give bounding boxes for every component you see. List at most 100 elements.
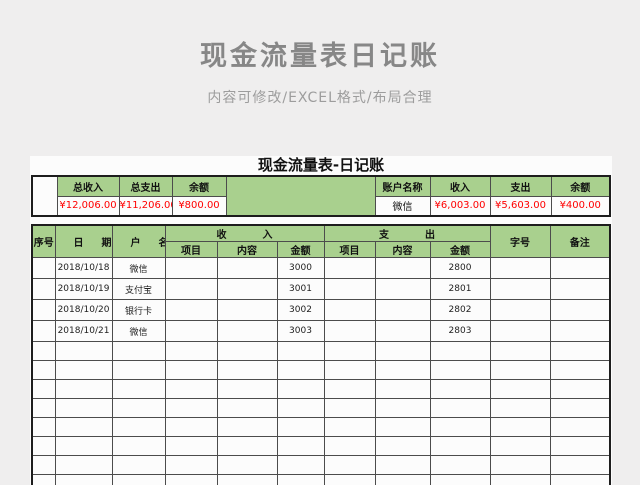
account-balance-header: 余额	[550, 175, 611, 197]
cell-income-amount: 3003	[276, 320, 325, 342]
total-income-header: 总收入	[56, 175, 120, 197]
empty-cell	[489, 436, 551, 456]
empty-cell	[31, 455, 56, 475]
cell-doc-no	[489, 299, 551, 321]
page-subtitle: 内容可修改/EXCEL格式/布局合理	[207, 90, 433, 106]
cell-no	[31, 299, 56, 321]
empty-cell	[323, 455, 376, 475]
empty-cell	[323, 398, 376, 418]
account-balance-value: ¥400.00	[550, 195, 611, 217]
page-title: 现金流量表日记账	[200, 41, 440, 72]
empty-cell	[323, 379, 376, 399]
empty-cell	[374, 398, 431, 418]
cell-income-content	[216, 320, 278, 342]
empty-cell	[164, 360, 218, 380]
empty-cell	[549, 341, 611, 361]
empty-cell	[549, 398, 611, 418]
empty-cell	[429, 436, 491, 456]
cell-date: 2018/10/18	[54, 257, 113, 279]
cell-remark	[549, 299, 611, 321]
cell-income-amount: 3002	[276, 299, 325, 321]
cell-expense-item	[323, 257, 376, 279]
empty-cell	[429, 474, 491, 485]
col-header-doc-no: 字号	[489, 224, 551, 258]
empty-cell	[549, 455, 611, 475]
empty-cell	[429, 341, 491, 361]
cell-income-amount: 3001	[276, 278, 325, 300]
empty-cell	[111, 436, 166, 456]
empty-cell	[31, 436, 56, 456]
empty-cell	[489, 455, 551, 475]
journal-rows: 2018/10/18 微信 3000 2800 2018/10/19 支付宝 3…	[31, 257, 611, 342]
empty-cell	[54, 436, 113, 456]
empty-cell	[323, 341, 376, 361]
expense-content-header: 内容	[374, 241, 431, 258]
empty-cell	[54, 417, 113, 437]
cell-expense-amount: 2803	[429, 320, 491, 342]
cell-date: 2018/10/21	[54, 320, 113, 342]
cell-expense-item	[323, 299, 376, 321]
empty-cell	[549, 417, 611, 437]
income-amount-header: 金额	[276, 241, 325, 258]
empty-row	[31, 417, 611, 437]
empty-cell	[164, 417, 218, 437]
table-gap	[31, 217, 611, 224]
empty-cell	[374, 341, 431, 361]
col-header-date: 日期	[54, 224, 113, 258]
expense-amount-header: 金额	[429, 241, 491, 258]
empty-row	[31, 455, 611, 475]
empty-cell	[276, 341, 325, 361]
col-header-remark: 备注	[549, 224, 611, 258]
expense-item-header: 项目	[323, 241, 376, 258]
empty-cell	[216, 398, 278, 418]
empty-cell	[549, 474, 611, 485]
empty-cell	[54, 474, 113, 485]
empty-cell	[111, 474, 166, 485]
cell-income-item	[164, 278, 218, 300]
empty-cell	[31, 341, 56, 361]
empty-row	[31, 360, 611, 380]
empty-cell	[164, 455, 218, 475]
cell-doc-no	[489, 257, 551, 279]
empty-cell	[549, 379, 611, 399]
cell-remark	[549, 257, 611, 279]
empty-cell	[164, 436, 218, 456]
cell-expense-amount: 2801	[429, 278, 491, 300]
empty-cell	[31, 474, 56, 485]
total-expense-header: 总支出	[118, 175, 173, 197]
empty-cell	[164, 474, 218, 485]
empty-cell	[54, 398, 113, 418]
balance-value: ¥800.00	[171, 195, 227, 217]
empty-cell	[489, 379, 551, 399]
cell-account: 银行卡	[111, 299, 166, 321]
table-row: 2018/10/21 微信 3003 2803	[31, 320, 611, 342]
cell-account: 微信	[111, 257, 166, 279]
empty-cell	[216, 474, 278, 485]
empty-cell	[216, 455, 278, 475]
empty-cell	[276, 436, 325, 456]
balance-header: 余额	[171, 175, 227, 197]
empty-cell	[111, 398, 166, 418]
cell-expense-item	[323, 320, 376, 342]
empty-cell	[111, 455, 166, 475]
empty-cell	[276, 474, 325, 485]
empty-cell	[164, 341, 218, 361]
empty-cell	[489, 360, 551, 380]
table-row: 2018/10/19 支付宝 3001 2801	[31, 278, 611, 300]
empty-cell	[31, 398, 56, 418]
empty-cell	[489, 341, 551, 361]
empty-cell	[216, 417, 278, 437]
empty-cell	[276, 455, 325, 475]
journal-header: 序号 日期 户名 收入 支出 字号 备注 项目 内容 金额 项目 内容 金额	[31, 224, 611, 258]
empty-cell	[276, 417, 325, 437]
cell-expense-amount: 2802	[429, 299, 491, 321]
empty-cell	[31, 360, 56, 380]
account-income-value: ¥6,003.00	[429, 195, 491, 217]
empty-cell	[323, 474, 376, 485]
empty-cell	[323, 417, 376, 437]
account-name-value: 微信	[374, 195, 431, 217]
account-expense-header: 支出	[489, 175, 552, 197]
empty-cell	[429, 360, 491, 380]
empty-cell	[549, 360, 611, 380]
total-expense-value: ¥11,206.00	[118, 195, 173, 217]
